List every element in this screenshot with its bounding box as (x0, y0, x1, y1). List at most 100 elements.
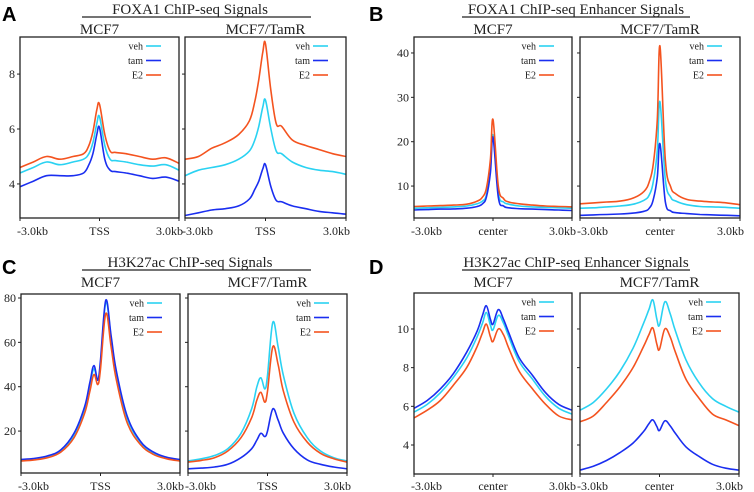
legend-label: veh (522, 42, 536, 53)
y-tick-label: 4 (9, 177, 15, 191)
y-tick-label: 40 (397, 46, 409, 60)
legend-label: tam (128, 56, 143, 67)
x-tick-label: 3.0kb (324, 479, 351, 492)
x-tick-label: -3.0kb (411, 224, 442, 238)
series-line-veh (187, 320, 348, 462)
x-tick-label: 3.0kb (323, 224, 350, 238)
x-tick-label: -3.0kb (18, 479, 49, 492)
series-line-veh (413, 311, 573, 415)
legend-label: tam (296, 313, 311, 324)
x-tick-label: TSS (255, 224, 276, 238)
y-tick-label: 6 (9, 122, 15, 136)
series-line-tam (184, 162, 347, 217)
x-tick-label: 3.0kb (156, 224, 183, 238)
y-tick-label: 10 (397, 179, 409, 193)
series-line-tam (20, 299, 181, 461)
panel-title: FOXA1 ChIP-seq Enhancer Signals (468, 2, 684, 18)
subplot-title: MCF7/TamR (226, 22, 306, 38)
x-tick-label: -3.0kb (185, 479, 216, 492)
y-tick-label: 20 (397, 135, 409, 149)
subplot-title: MCF7 (80, 22, 120, 38)
series-line-e2 (413, 323, 573, 421)
panel-title: H3K27ac ChIP-seq Signals (108, 255, 273, 271)
legend-label: E2 (132, 71, 143, 82)
x-tick-label: TSS (89, 224, 110, 238)
series-line-tam (413, 136, 573, 212)
y-tick-label: 60 (4, 335, 16, 349)
x-tick-label: -3.0kb (577, 224, 608, 238)
y-tick-label: 8 (403, 361, 409, 375)
x-tick-label: 3.0kb (716, 479, 743, 492)
y-tick-label: 80 (4, 291, 16, 305)
subplot-title: MCF7 (81, 275, 121, 291)
series-line-veh (579, 298, 740, 413)
plot-frame (413, 292, 573, 475)
series-line-veh (579, 100, 741, 209)
legend-label: tam (688, 312, 703, 323)
series-line-tam (579, 419, 740, 471)
panel-letter: D (369, 257, 383, 279)
plot-frame (19, 36, 180, 219)
series-line-tam (413, 304, 573, 411)
y-tick-label: 30 (397, 90, 409, 104)
plot-frame (579, 292, 740, 475)
x-tick-label: 3.0kb (549, 479, 576, 492)
panel-title: FOXA1 ChIP-seq Signals (112, 2, 268, 18)
legend-label: tam (689, 56, 704, 67)
x-tick-label: center (478, 224, 507, 238)
series-line-tam (579, 142, 741, 217)
series-line-veh (413, 133, 573, 209)
y-tick-label: 6 (403, 399, 409, 413)
legend-label: veh (689, 298, 703, 309)
legend-label: E2 (693, 71, 704, 82)
legend-label: veh (296, 42, 310, 53)
plot-frame (413, 36, 573, 219)
subplot-title: MCF7/TamR (620, 22, 700, 38)
legend-label: E2 (525, 71, 536, 82)
legend-label: E2 (299, 71, 310, 82)
legend-label: tam (521, 312, 536, 323)
legend-label: veh (129, 42, 143, 53)
legend-label: veh (522, 298, 536, 309)
series-line-e2 (184, 40, 347, 160)
legend-label: veh (690, 42, 704, 53)
x-tick-label: -3.0kb (182, 224, 213, 238)
series-line-veh (20, 301, 181, 461)
plot-frame (187, 293, 348, 474)
legend-label: E2 (300, 328, 311, 339)
series-line-e2 (187, 345, 348, 463)
plot-frame (184, 36, 347, 219)
x-tick-label: -3.0kb (411, 479, 442, 492)
subplot-title: MCF7 (473, 22, 513, 38)
x-tick-label: -3.0kb (577, 479, 608, 492)
plot-frame (20, 293, 181, 474)
series-line-e2 (579, 45, 741, 206)
x-tick-label: TSS (90, 479, 111, 492)
panel-title: H3K27ac ChIP-seq Enhancer Signals (463, 255, 689, 271)
legend-label: tam (295, 56, 310, 67)
series-line-veh (184, 98, 347, 177)
y-tick-label: 40 (4, 380, 16, 394)
legend-label: tam (521, 56, 536, 67)
x-tick-label: TSS (257, 479, 278, 492)
legend-label: tam (129, 313, 144, 324)
series-line-tam (187, 407, 348, 470)
panel-letter: B (369, 4, 383, 26)
x-tick-label: 3.0kb (549, 224, 576, 238)
series-line-e2 (19, 101, 180, 169)
legend-label: E2 (133, 328, 144, 339)
subplot-title: MCF7/TamR (620, 275, 700, 291)
x-tick-label: center (645, 224, 674, 238)
x-tick-label: -3.0kb (17, 224, 48, 238)
legend-label: veh (297, 299, 311, 310)
x-tick-label: center (645, 479, 674, 492)
x-tick-label: 3.0kb (717, 224, 744, 238)
series-line-tam (19, 125, 180, 188)
legend-label: E2 (525, 327, 536, 338)
y-tick-label: 8 (9, 67, 15, 81)
panel-letter: C (2, 257, 16, 279)
subplot-title: MCF7 (473, 275, 513, 291)
legend-label: E2 (692, 327, 703, 338)
y-tick-label: 20 (4, 424, 16, 438)
